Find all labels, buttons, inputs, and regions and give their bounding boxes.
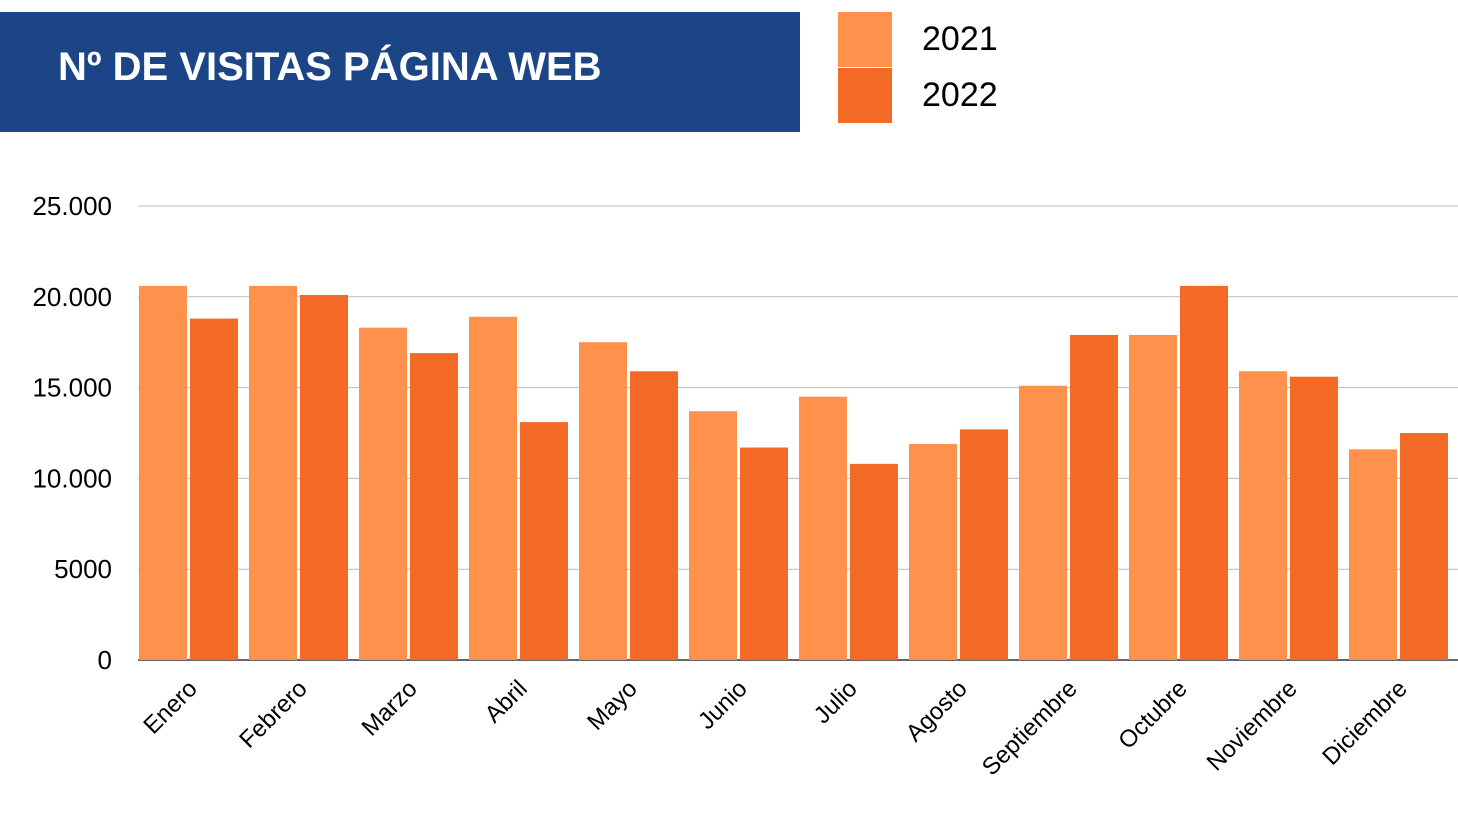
bar: [469, 316, 517, 660]
bar: [190, 318, 238, 660]
x-tick-label: Septiembre: [977, 675, 1083, 781]
y-tick-label: 20.000: [32, 282, 112, 312]
bar: [579, 342, 627, 660]
bar: [1070, 334, 1118, 660]
y-tick-label: 10.000: [32, 463, 112, 493]
y-tick-label: 5000: [54, 554, 112, 584]
y-tick-label: 15.000: [32, 373, 112, 403]
bar: [740, 447, 788, 660]
x-tick-label: Noviembre: [1202, 675, 1303, 776]
y-tick-label: 25.000: [32, 191, 112, 221]
bar: [249, 285, 297, 660]
x-tick-label: Julio: [809, 675, 863, 729]
bar: [850, 463, 898, 660]
x-tick-label: Diciembre: [1317, 675, 1412, 770]
x-tick-label: Febrero: [234, 675, 313, 754]
y-tick-label: 0: [98, 645, 112, 675]
legend-label: 2022: [922, 76, 998, 114]
x-tick-label: Octubre: [1113, 675, 1192, 754]
x-tick-label: Agosto: [901, 675, 973, 747]
x-tick-label: Junio: [693, 675, 753, 735]
bar: [909, 443, 957, 660]
bar: [410, 353, 458, 660]
x-tick-label: Mayo: [582, 675, 643, 736]
bar: [1400, 433, 1448, 660]
x-tick-label: Abril: [480, 675, 533, 728]
bar: [689, 411, 737, 660]
legend-swatch: [838, 68, 892, 123]
bar: [139, 285, 187, 660]
bar: [1019, 385, 1067, 660]
bar: [1180, 285, 1228, 660]
bar: [520, 422, 568, 660]
chart-title: Nº DE VISITAS PÁGINA WEB: [58, 44, 602, 89]
bar: [960, 429, 1008, 660]
bar: [359, 327, 407, 660]
bar: [300, 294, 348, 660]
bar: [799, 396, 847, 660]
bar: [1239, 371, 1287, 660]
bar: [630, 371, 678, 660]
bar: [1349, 449, 1397, 660]
legend-swatch: [838, 12, 892, 67]
bar: [1129, 334, 1177, 660]
x-tick-label: Enero: [138, 675, 202, 739]
bar: [1290, 376, 1338, 660]
title-box: [0, 12, 800, 132]
x-tick-label: Marzo: [356, 675, 422, 741]
legend-label: 2021: [922, 20, 998, 58]
